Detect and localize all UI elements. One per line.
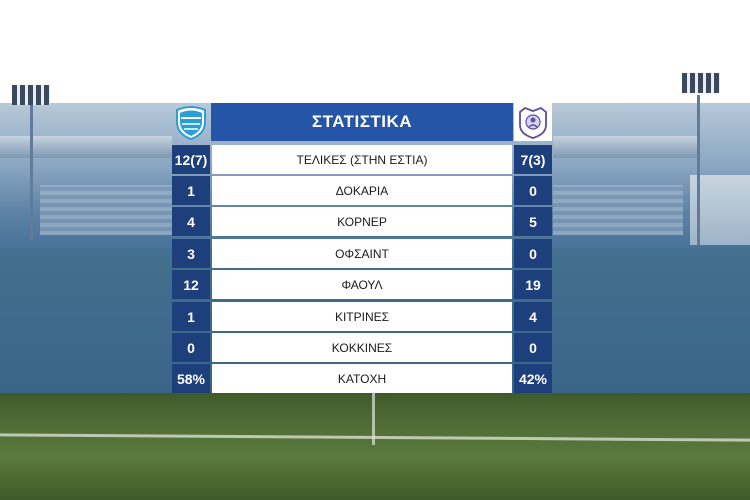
away-crest-icon	[519, 106, 547, 139]
stand-seats-left	[40, 185, 172, 235]
stat-row-corners: 4 ΚΟΡΝΕΡ 5	[172, 207, 552, 236]
away-value: 0	[514, 333, 552, 362]
stat-label: ΔΟΚΑΡΙΑ	[212, 176, 512, 205]
away-value: 42%	[514, 364, 552, 393]
panel-title: ΣΤΑΤΙΣΤΙΚΑ	[211, 103, 513, 141]
away-value: 4	[514, 302, 552, 331]
stat-row-yellow-cards: 1 ΚΙΤΡΙΝΕΣ 4	[172, 302, 552, 331]
stat-label: ΚΙΤΡΙΝΕΣ	[212, 302, 512, 331]
sky	[0, 0, 750, 103]
home-value: 12	[172, 270, 210, 299]
stand-seats-right	[553, 185, 683, 235]
away-value: 5	[514, 207, 552, 236]
away-value: 0	[514, 176, 552, 205]
home-team-crest	[172, 103, 210, 141]
home-value: 4	[172, 207, 210, 236]
home-value: 3	[172, 239, 210, 268]
home-crest-icon	[176, 106, 206, 140]
away-team-crest	[514, 103, 552, 141]
away-value: 7(3)	[514, 145, 552, 174]
floodlight-left-icon	[12, 85, 50, 105]
stat-label: ΚΑΤΟΧΗ	[212, 364, 512, 393]
home-value: 1	[172, 302, 210, 331]
stat-row-offsides: 3 ΟΦΣΑΙΝΤ 0	[172, 239, 552, 268]
away-value: 0	[514, 239, 552, 268]
stat-label: ΟΦΣΑΙΝΤ	[212, 239, 512, 268]
stat-row-red-cards: 0 ΚΟΚΚΙΝΕΣ 0	[172, 333, 552, 362]
buildings	[690, 175, 750, 245]
stat-row-fouls: 12 ΦΑΟΥΛ 19	[172, 270, 552, 299]
stat-row-possession: 58% ΚΑΤΟΧΗ 42%	[172, 364, 552, 393]
stat-label: ΚΟΚΚΙΝΕΣ	[212, 333, 512, 362]
stat-label: ΤΕΛΙΚΕΣ (ΣΤΗΝ ΕΣΤΙΑ)	[212, 145, 512, 174]
stat-label: ΚΟΡΝΕΡ	[212, 207, 512, 236]
halfway-line	[372, 393, 375, 445]
stat-row-woodwork: 1 ΔΟΚΑΡΙΑ 0	[172, 176, 552, 205]
home-value: 1	[172, 176, 210, 205]
home-value: 12(7)	[172, 145, 210, 174]
stand-roof-right	[553, 136, 698, 158]
away-value: 19	[514, 270, 552, 299]
stand-roof-left	[0, 136, 172, 158]
stat-row-shots: 12(7) ΤΕΛΙΚΕΣ (ΣΤΗΝ ΕΣΤΙΑ) 7(3)	[172, 145, 552, 174]
floodlight-right-icon	[682, 73, 720, 93]
floodlight-pole-right	[697, 95, 700, 245]
stat-label: ΦΑΟΥΛ	[212, 270, 512, 299]
pitch	[0, 393, 750, 500]
floodlight-pole-left	[30, 100, 33, 240]
home-value: 58%	[172, 364, 210, 393]
home-value: 0	[172, 333, 210, 362]
